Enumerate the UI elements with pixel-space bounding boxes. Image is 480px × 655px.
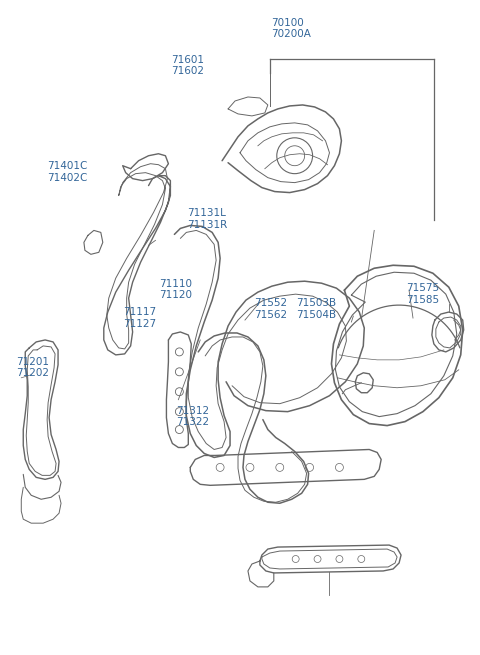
Text: 71312
71322: 71312 71322 — [176, 405, 209, 427]
Text: 71201
71202: 71201 71202 — [16, 357, 48, 379]
Text: 71401C
71402C: 71401C 71402C — [47, 161, 87, 183]
Text: 71575
71585: 71575 71585 — [406, 283, 439, 305]
Text: 71601
71602: 71601 71602 — [171, 55, 204, 77]
Text: 70100
70200A: 70100 70200A — [271, 18, 311, 39]
Text: 71110
71120: 71110 71120 — [159, 278, 192, 300]
Text: 71131L
71131R: 71131L 71131R — [188, 208, 228, 230]
Text: 71552
71562: 71552 71562 — [254, 298, 288, 320]
Text: 71117
71127: 71117 71127 — [123, 307, 156, 329]
Text: 71503B
71504B: 71503B 71504B — [296, 298, 336, 320]
